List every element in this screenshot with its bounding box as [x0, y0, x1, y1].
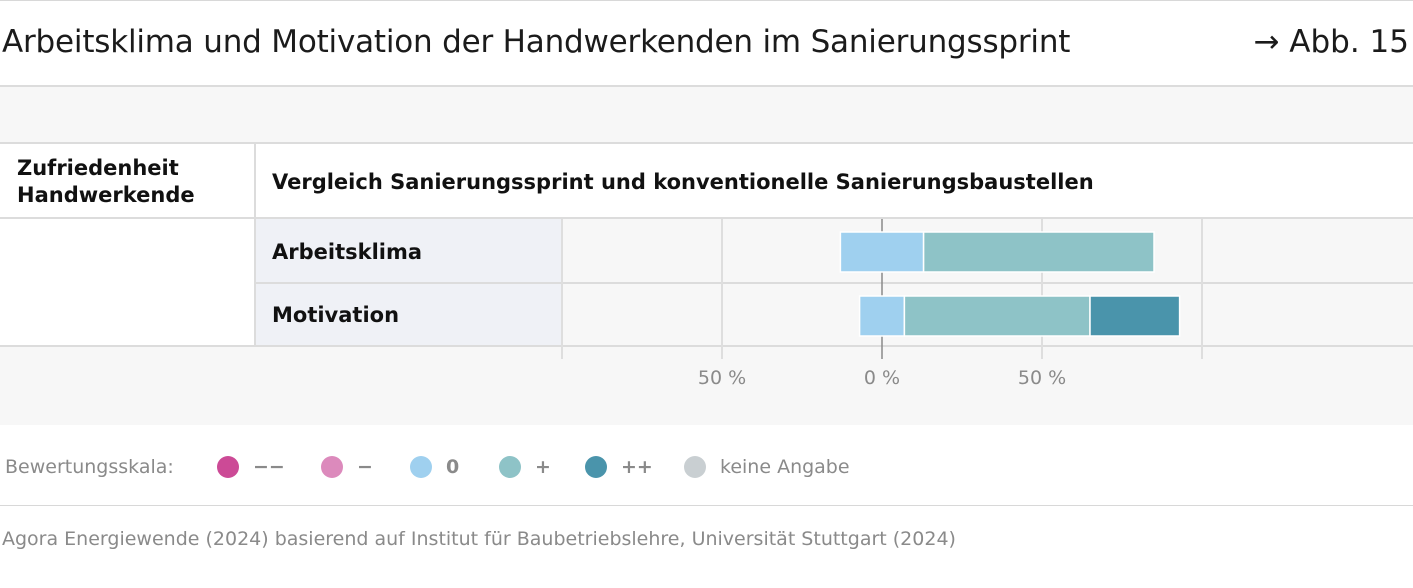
table-bottom-rule [0, 345, 1413, 347]
row-divider [256, 282, 1413, 284]
legend-item: + [499, 455, 551, 479]
chart-title: Arbeitsklima und Motivation der Handwerk… [2, 24, 1071, 60]
legend-swatch [321, 456, 343, 478]
axis-band [0, 347, 1413, 425]
source-divider [0, 505, 1413, 506]
legend-swatch [585, 456, 607, 478]
left-empty-cell [0, 219, 254, 346]
x-tick-label: 0 % [864, 367, 900, 389]
row-label-arbeitsklima: Arbeitsklima [272, 240, 423, 264]
figure-reference: → Abb. 15 [1253, 24, 1409, 60]
legend-item: 0 [410, 455, 459, 479]
legend-item: − [321, 455, 373, 479]
legend-swatch [684, 456, 706, 478]
legend-title: Bewertungsskala: [5, 456, 174, 478]
column-separator [254, 142, 256, 347]
bar-segment [1089, 295, 1181, 337]
top-rule [0, 0, 1413, 1]
legend-item: ++ [585, 455, 653, 479]
table-right-header: Vergleich Sanierungssprint und konventio… [272, 170, 1094, 194]
legend-label: keine Angabe [720, 456, 850, 478]
bar-segment [903, 295, 1091, 337]
legend-item: keine Angabe [684, 455, 850, 479]
x-tick-label: 50 % [698, 367, 746, 389]
legend-label: + [535, 456, 551, 478]
header-spacer-band [0, 87, 1413, 142]
legend-label: − [357, 456, 373, 478]
table-header-top-rule [0, 142, 1413, 144]
legend-item: −− [217, 455, 285, 479]
bar-segment [922, 231, 1155, 273]
legend-swatch [217, 456, 239, 478]
title-divider [0, 85, 1413, 87]
x-tick-label: 50 % [1018, 367, 1066, 389]
row-label-cell-motivation [256, 284, 562, 346]
legend-swatch [410, 456, 432, 478]
legend-label: ++ [621, 456, 653, 478]
table-header-row [0, 144, 1413, 217]
table-left-header: Zufriedenheit Handwerkende [17, 155, 195, 209]
source-note: Agora Energiewende (2024) basierend auf … [2, 528, 956, 550]
legend-label: −− [253, 456, 285, 478]
row-label-cell-arbeitsklima [256, 219, 562, 282]
legend-label: 0 [446, 456, 460, 478]
left-header-line-1: Zufriedenheit [17, 156, 179, 180]
row-label-motivation: Motivation [272, 303, 400, 327]
table-header-bottom-rule [0, 217, 1413, 219]
left-header-line-2: Handwerkende [17, 183, 195, 207]
bar-segment [839, 231, 925, 273]
legend-swatch [499, 456, 521, 478]
bar-segment [858, 295, 906, 337]
